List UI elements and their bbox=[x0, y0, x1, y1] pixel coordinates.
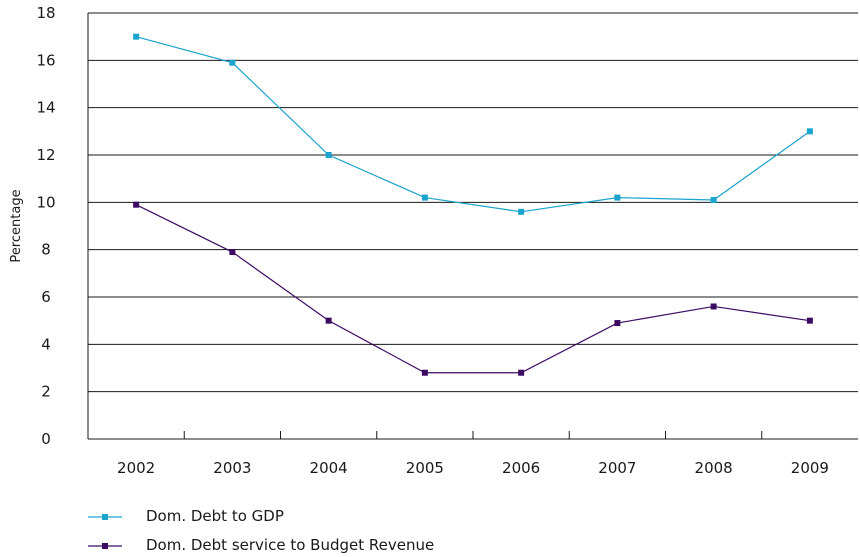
data-point bbox=[614, 320, 621, 327]
series-line bbox=[135, 36, 811, 213]
y-axis-title: Percentage bbox=[9, 189, 24, 262]
x-tick-label: 2009 bbox=[791, 459, 829, 477]
x-tick-label: 2005 bbox=[406, 459, 444, 477]
y-tick-label: 2 bbox=[41, 383, 51, 401]
x-tick-labels: 2002 2003 2004 2005 2006 2007 2008 2009 bbox=[117, 459, 829, 477]
legend-label-debt-to-gdp: Dom. Debt to GDP bbox=[146, 507, 284, 525]
x-tick-label: 2003 bbox=[213, 459, 251, 477]
y-tick-label: 18 bbox=[36, 4, 55, 22]
series-layer bbox=[133, 33, 813, 376]
y-tick-label: 8 bbox=[41, 241, 51, 259]
y-tick-labels: 0 2 4 6 8 10 12 14 16 18 bbox=[36, 4, 55, 448]
y-tick-label: 12 bbox=[36, 146, 55, 164]
y-tick-label: 10 bbox=[36, 193, 55, 211]
data-point bbox=[325, 317, 332, 324]
data-point bbox=[806, 128, 813, 135]
axes bbox=[87, 13, 858, 440]
data-point bbox=[421, 194, 428, 201]
data-point bbox=[614, 194, 621, 201]
legend-swatch-debt-service bbox=[88, 543, 122, 549]
data-point bbox=[325, 152, 332, 158]
data-point bbox=[229, 59, 236, 66]
series-1 bbox=[133, 201, 813, 376]
legend-swatch-debt-to-gdp bbox=[88, 514, 122, 520]
x-tick-label: 2008 bbox=[695, 459, 733, 477]
data-point bbox=[710, 303, 717, 310]
x-tick-label: 2006 bbox=[502, 459, 540, 477]
y-tick-label: 4 bbox=[41, 335, 51, 353]
data-point bbox=[421, 369, 428, 376]
x-tick-label: 2002 bbox=[117, 459, 155, 477]
y-tick-label: 6 bbox=[41, 288, 51, 306]
y-tick-label: 16 bbox=[36, 51, 55, 69]
data-point bbox=[518, 208, 525, 215]
y-tick-label: 0 bbox=[41, 430, 51, 448]
gridlines bbox=[88, 12, 858, 393]
data-point bbox=[229, 249, 236, 256]
data-point bbox=[133, 33, 140, 40]
data-point bbox=[806, 317, 813, 324]
legend-label-debt-service: Dom. Debt service to Budget Revenue bbox=[146, 536, 435, 554]
y-tick-label: 14 bbox=[36, 99, 55, 117]
x-tick-label: 2004 bbox=[310, 459, 348, 477]
series-0 bbox=[133, 33, 813, 215]
series-line bbox=[135, 204, 810, 374]
data-point bbox=[518, 369, 525, 376]
x-tick-label: 2007 bbox=[598, 459, 636, 477]
data-point bbox=[710, 196, 717, 203]
data-point bbox=[133, 201, 140, 208]
